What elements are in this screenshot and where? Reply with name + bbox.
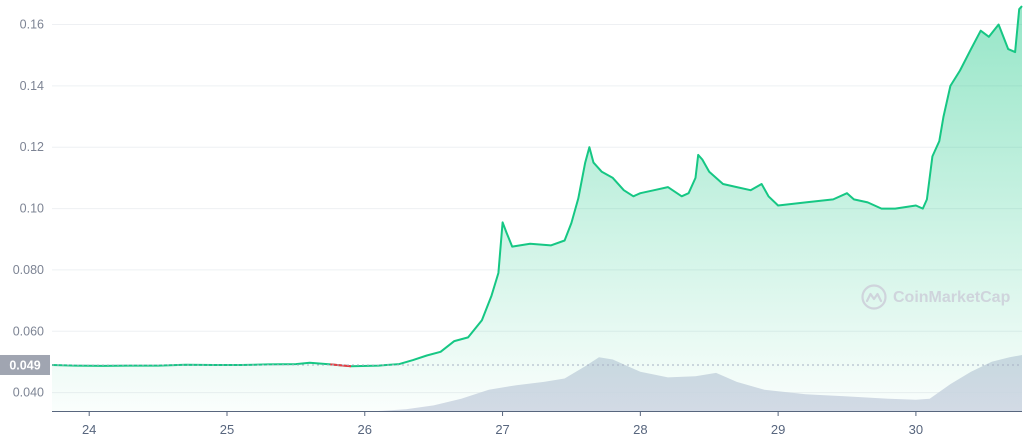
axes: 0.040 0.060 0.080 0.10 0.12 0.14 0.16 24 25 26 27 2… [13,18,1022,437]
y-tick-label: 0.12 [20,140,44,154]
x-tick-label: 27 [495,422,509,437]
price-area-path [52,6,1022,411]
watermark: CoinMarketCap [861,284,1011,310]
price-line-up [51,5,1023,368]
current-price-marker: 0.049 [0,354,1022,375]
x-tick-label: 29 [771,422,785,437]
coinmarketcap-logo-icon [861,284,887,310]
price-area [52,6,1022,411]
current-price-label: 0.049 [9,358,40,372]
x-tick-label: 24 [82,422,96,437]
y-tick-label: 0.14 [20,79,44,93]
current-price-badge [0,354,50,375]
watermark-text: CoinMarketCap [893,289,1011,306]
y-tick-label: 0.10 [20,202,44,216]
x-tick-label: 26 [358,422,372,437]
y-tick-label: 0.060 [13,324,44,338]
y-tick-label: 0.040 [13,386,44,400]
x-tick-label: 25 [220,422,234,437]
x-tick-label: 30 [909,422,923,437]
y-tick-label: 0.16 [20,18,44,32]
x-tick-label: 28 [633,422,647,437]
y-tick-label: 0.080 [13,263,44,277]
